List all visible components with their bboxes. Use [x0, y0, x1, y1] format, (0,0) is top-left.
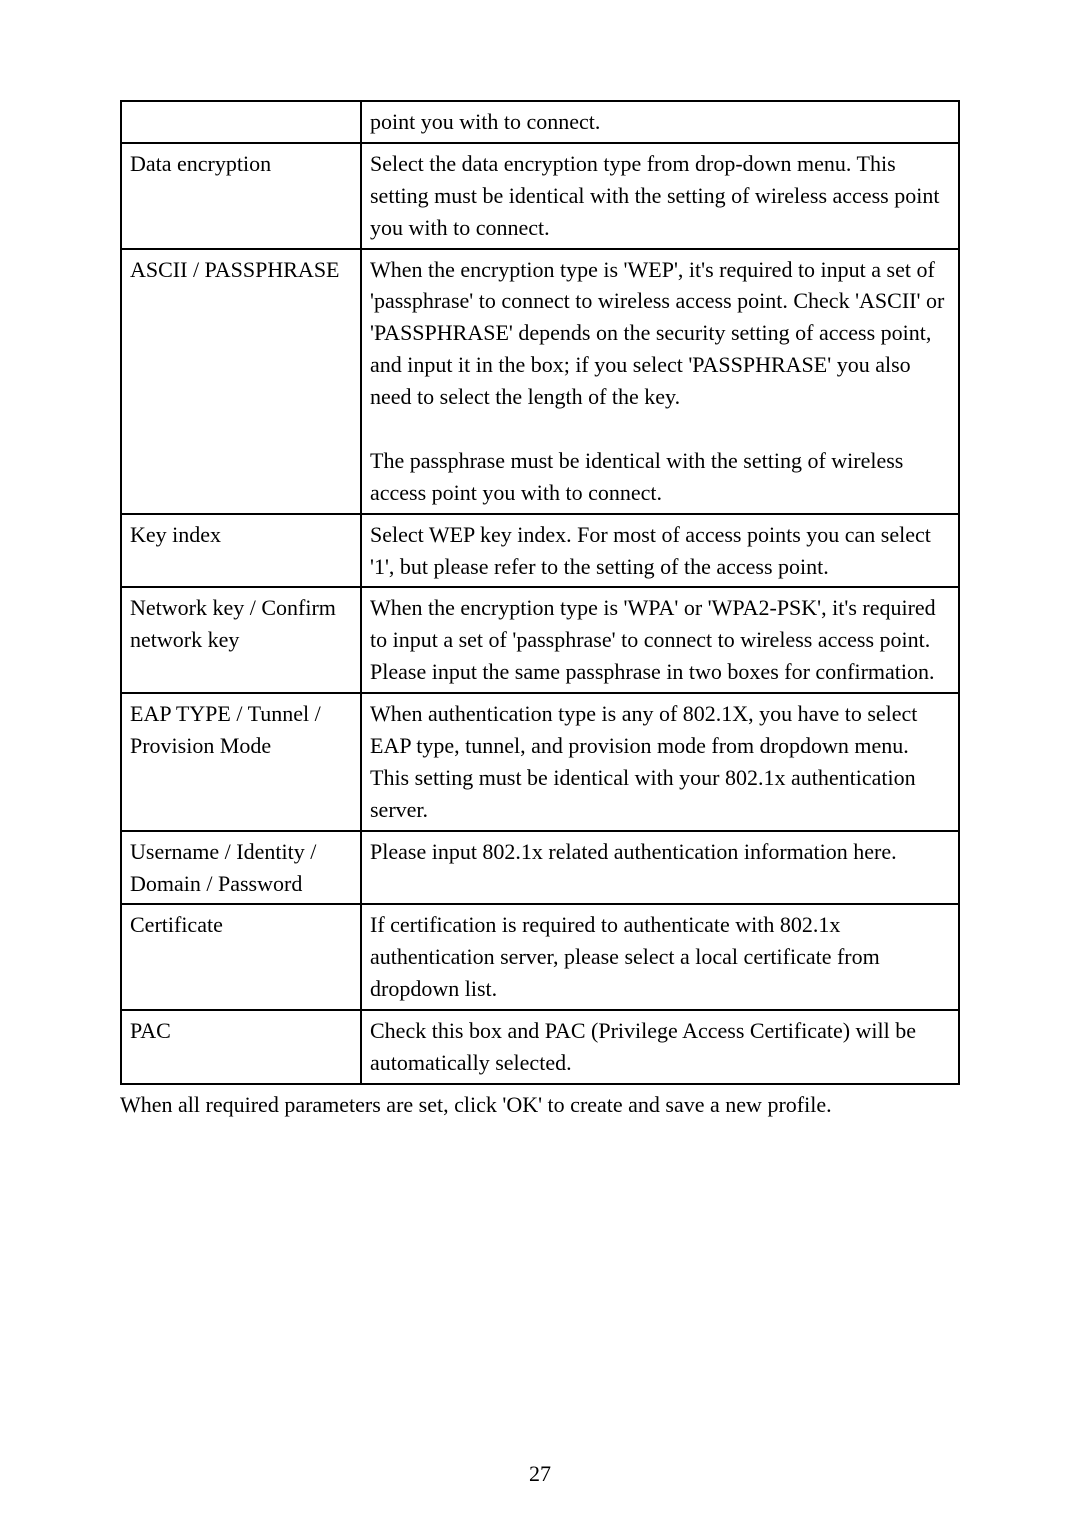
- table-row: Key index Select WEP key index. For most…: [121, 514, 959, 588]
- table-row: ASCII / PASSPHRASE When the encryption t…: [121, 249, 959, 514]
- param-label: Network key / Confirm network key: [121, 587, 361, 693]
- param-label: PAC: [121, 1010, 361, 1084]
- param-desc: When authentication type is any of 802.1…: [361, 693, 959, 831]
- param-desc: Please input 802.1x related authenticati…: [361, 831, 959, 905]
- table-row: Certificate If certification is required…: [121, 904, 959, 1010]
- table-row: point you with to connect.: [121, 101, 959, 143]
- footnote-text: When all required parameters are set, cl…: [120, 1089, 960, 1121]
- param-desc: point you with to connect.: [361, 101, 959, 143]
- table-row: Username / Identity / Domain / Password …: [121, 831, 959, 905]
- table-row: PAC Check this box and PAC (Privilege Ac…: [121, 1010, 959, 1084]
- param-label: ASCII / PASSPHRASE: [121, 249, 361, 514]
- param-label: Data encryption: [121, 143, 361, 249]
- param-desc: When the encryption type is 'WEP', it's …: [370, 257, 944, 410]
- param-desc: If certification is required to authenti…: [361, 904, 959, 1010]
- param-desc: Select WEP key index. For most of access…: [361, 514, 959, 588]
- param-label: [121, 101, 361, 143]
- param-desc-extra: The passphrase must be identical with th…: [370, 448, 903, 505]
- param-label: Key index: [121, 514, 361, 588]
- param-desc: Select the data encryption type from dro…: [361, 143, 959, 249]
- table-row: EAP TYPE / Tunnel / Provision Mode When …: [121, 693, 959, 831]
- page-number: 27: [0, 1461, 1080, 1487]
- param-label: EAP TYPE / Tunnel / Provision Mode: [121, 693, 361, 831]
- table-row: Network key / Confirm network key When t…: [121, 587, 959, 693]
- table-row: Data encryption Select the data encrypti…: [121, 143, 959, 249]
- param-desc: When the encryption type is 'WPA' or 'WP…: [361, 587, 959, 693]
- param-label: Certificate: [121, 904, 361, 1010]
- param-desc: Check this box and PAC (Privilege Access…: [361, 1010, 959, 1084]
- param-desc-cell: When the encryption type is 'WEP', it's …: [361, 249, 959, 514]
- parameters-table: point you with to connect. Data encrypti…: [120, 100, 960, 1085]
- param-label: Username / Identity / Domain / Password: [121, 831, 361, 905]
